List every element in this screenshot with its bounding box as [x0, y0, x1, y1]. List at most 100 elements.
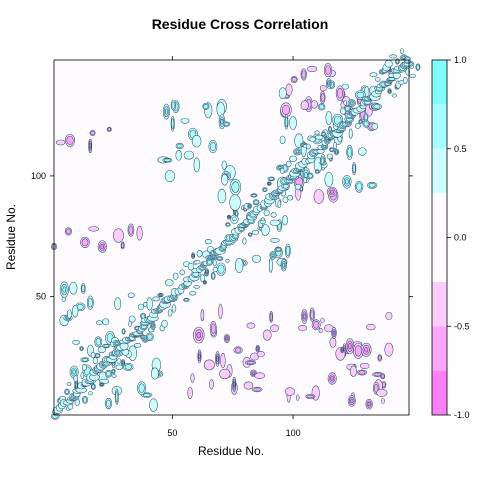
negative-correlation-contour [243, 381, 254, 390]
diagonal-correlation-contour [128, 315, 136, 323]
positive-correlation-contour [229, 194, 241, 211]
negative-correlation-contour [350, 398, 354, 404]
negative-correlation-contour [203, 359, 215, 371]
diagonal-correlation-contour [137, 303, 144, 310]
diagonal-correlation-contour [328, 126, 332, 132]
negative-correlation-contour [380, 398, 385, 404]
negative-correlation-contour [303, 313, 306, 320]
positive-correlation-contour [356, 182, 363, 191]
diagonal-correlation-contour [309, 136, 316, 142]
diagonal-correlation-contour [268, 182, 271, 185]
diagonal-correlation-contour [248, 233, 252, 237]
negative-correlation-contour [329, 337, 337, 348]
y-tick-label: 50 [36, 292, 46, 302]
negative-correlation-contour [128, 225, 134, 235]
positive-correlation-contour [171, 118, 175, 129]
positive-correlation-contour [176, 143, 183, 149]
negative-correlation-contour [332, 330, 336, 336]
diagonal-correlation-contour [295, 150, 300, 154]
diagonal-correlation-contour [253, 200, 259, 205]
positive-correlation-contour [269, 219, 281, 226]
positive-correlation-contour [138, 383, 145, 393]
diagonal-correlation-contour [260, 217, 265, 222]
positive-correlation-contour [183, 150, 195, 160]
diagonal-correlation-contour [403, 76, 408, 84]
positive-correlation-contour [175, 149, 182, 161]
positive-correlation-contour [217, 188, 227, 204]
diagonal-correlation-contour [359, 119, 363, 124]
diagonal-correlation-contour [122, 361, 125, 365]
diagonal-correlation-contour [111, 374, 117, 378]
negative-correlation-contour [284, 387, 295, 396]
positive-correlation-contour [127, 292, 135, 299]
diagonal-correlation-contour [277, 200, 282, 208]
diagonal-correlation-contour [115, 364, 124, 370]
negative-correlation-contour [121, 242, 125, 249]
positive-correlation-contour [72, 369, 76, 375]
negative-correlation-contour [295, 394, 300, 401]
diagonal-correlation-contour [196, 250, 203, 258]
negative-correlation-contour [256, 347, 259, 351]
diagonal-correlation-contour [111, 369, 115, 374]
negative-correlation-contour [190, 373, 195, 383]
positive-correlation-contour [116, 358, 122, 365]
negative-correlation-contour [196, 331, 202, 339]
diagonal-correlation-contour [343, 100, 347, 106]
negative-correlation-contour [246, 322, 256, 329]
positive-correlation-contour [191, 135, 202, 148]
diagonal-correlation-contour [100, 383, 103, 386]
colorbar-tick-label: 0.0 [454, 233, 467, 243]
negative-correlation-contour [100, 244, 105, 249]
positive-correlation-contour [368, 182, 376, 188]
diagonal-correlation-contour [143, 302, 148, 307]
negative-correlation-contour [313, 321, 320, 329]
positive-correlation-contour [327, 81, 330, 86]
diagonal-correlation-contour [161, 319, 168, 328]
positive-correlation-contour [209, 142, 216, 151]
diagonal-correlation-contour [97, 346, 106, 354]
negative-correlation-contour [270, 324, 280, 333]
diagonal-correlation-contour [187, 262, 195, 271]
diagonal-correlation-contour [92, 357, 98, 365]
positive-correlation-contour [217, 264, 225, 274]
plot-frame [53, 59, 410, 416]
diagonal-correlation-contour [73, 375, 78, 382]
negative-correlation-contour [252, 371, 255, 375]
negative-correlation-contour [254, 372, 266, 379]
negative-correlation-contour [298, 325, 307, 332]
negative-correlation-contour [358, 370, 366, 375]
diagonal-correlation-contour [88, 391, 93, 396]
negative-correlation-contour [300, 100, 309, 111]
negative-correlation-contour [262, 329, 272, 341]
positive-correlation-contour [271, 253, 275, 257]
colorbar: 1.0 0.5 0.0 -0.5 -1.0 [431, 55, 470, 420]
negative-correlation-contour [234, 347, 242, 353]
negative-correlation-contour [380, 374, 385, 379]
diagonal-correlation-contour [268, 177, 274, 181]
negative-correlation-contour [55, 139, 66, 146]
diagonal-correlation-contour [90, 351, 96, 359]
positive-correlation-contour [72, 340, 80, 345]
colorbar-band [432, 148, 447, 194]
positive-correlation-contour [341, 83, 349, 90]
diagonal-correlation-contour [314, 130, 320, 135]
colorbar-tick-label: -0.5 [454, 321, 470, 331]
positive-correlation-contour [325, 110, 333, 125]
positive-correlation-contour [285, 245, 290, 256]
positive-correlation-contour [289, 116, 297, 130]
diagonal-correlation-contour [363, 121, 369, 127]
diagonal-correlation-contour [194, 259, 201, 265]
negative-correlation-contour [306, 394, 314, 399]
negative-correlation-contour [367, 402, 371, 407]
diagonal-correlation-contour [95, 353, 100, 358]
positive-correlation-contour [114, 297, 122, 311]
negative-correlation-contour [319, 85, 327, 92]
diagonal-correlation-contour [409, 73, 416, 79]
diagonal-correlation-contour [278, 166, 282, 169]
negative-correlation-contour [348, 343, 352, 350]
negative-correlation-contour [325, 65, 331, 75]
negative-correlation-contour [378, 355, 382, 361]
negative-correlation-contour [210, 323, 216, 334]
diagonal-correlation-contour [350, 101, 354, 105]
